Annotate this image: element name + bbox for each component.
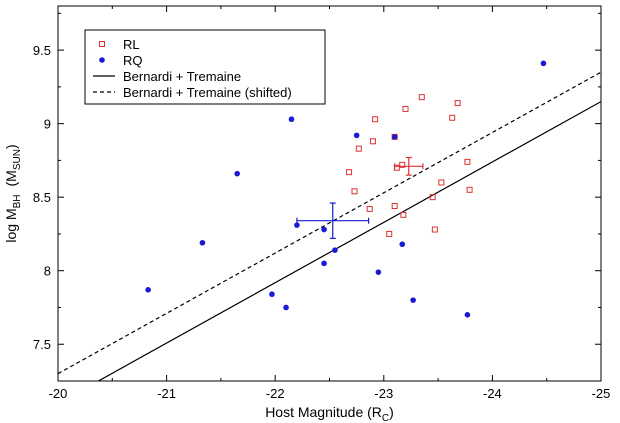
data-point-rq bbox=[540, 60, 547, 67]
data-point-rq bbox=[234, 170, 240, 177]
data-point-rl bbox=[464, 158, 471, 165]
data-point-rq bbox=[269, 291, 275, 298]
data-point-rl bbox=[431, 226, 438, 233]
data-point-rq bbox=[199, 239, 206, 246]
data-point-rq bbox=[332, 247, 338, 253]
data-point-rq bbox=[321, 260, 327, 267]
data-point-rl bbox=[355, 145, 362, 152]
y-tick-label: 9 bbox=[44, 117, 51, 132]
plot-content bbox=[58, 60, 601, 381]
x-tick-label: -20 bbox=[49, 386, 68, 401]
legend-label: RQ bbox=[123, 53, 143, 68]
legend-label: RL bbox=[123, 37, 140, 52]
data-point-rq bbox=[288, 116, 295, 123]
data-point-rl bbox=[346, 169, 353, 176]
x-tick-label: -22 bbox=[266, 386, 285, 401]
data-point-rq bbox=[410, 297, 416, 303]
data-point-rl bbox=[351, 188, 358, 195]
y-tick-label: 9.5 bbox=[33, 43, 51, 58]
data-point-rq bbox=[145, 287, 151, 293]
y-tick-label: 8 bbox=[44, 264, 51, 279]
x-tick-label: -24 bbox=[483, 386, 502, 401]
fit-line bbox=[97, 101, 601, 381]
mean-errorbar-rq bbox=[296, 202, 370, 239]
data-point-rl bbox=[429, 194, 436, 201]
x-tick-label: -25 bbox=[592, 386, 611, 401]
legend-marker-rl bbox=[99, 41, 105, 47]
data-point-rl bbox=[466, 186, 473, 193]
y-axis-label: log MBH(MSUN) bbox=[3, 144, 23, 242]
fit-line-shifted bbox=[58, 71, 601, 375]
mean-errorbar-rl bbox=[394, 156, 424, 176]
data-point-rq bbox=[294, 222, 300, 228]
legend-label: Bernardi + Tremaine bbox=[123, 69, 241, 84]
data-point-rl bbox=[402, 105, 409, 112]
data-point-rl bbox=[391, 203, 398, 209]
y-tick-label: 8.5 bbox=[33, 190, 51, 205]
data-point-rl bbox=[369, 138, 376, 145]
data-point-rl bbox=[449, 114, 456, 121]
x-axis-label: Host Magnitude (RC) bbox=[265, 404, 394, 423]
legend-marker-rq bbox=[99, 57, 105, 63]
data-point-rl bbox=[400, 211, 407, 218]
y-tick-label: 7.5 bbox=[33, 337, 51, 352]
data-point-rl bbox=[454, 100, 461, 107]
data-point-rl bbox=[399, 161, 406, 168]
data-point-rl bbox=[366, 205, 373, 212]
data-point-rq bbox=[283, 304, 289, 311]
legend-box bbox=[84, 29, 326, 105]
data-point-rl bbox=[372, 116, 379, 123]
axis-ticks: -20 -21 -22 -23 -24 -25 7.5 8 8.5 9 9.5 bbox=[33, 6, 610, 401]
x-tick-label: -21 bbox=[157, 386, 176, 401]
data-point-rl bbox=[386, 230, 393, 237]
data-point-rl bbox=[438, 179, 445, 186]
data-point-rq bbox=[399, 241, 406, 248]
data-point-rq bbox=[353, 132, 360, 139]
x-tick-label: -23 bbox=[374, 386, 393, 401]
data-point-rq bbox=[375, 269, 382, 275]
legend-label: Bernardi + Tremaine (shifted) bbox=[123, 85, 292, 100]
data-point-rq bbox=[391, 134, 398, 140]
data-point-rq bbox=[321, 226, 327, 233]
data-point-rq bbox=[464, 312, 471, 318]
data-point-rl bbox=[418, 94, 425, 101]
